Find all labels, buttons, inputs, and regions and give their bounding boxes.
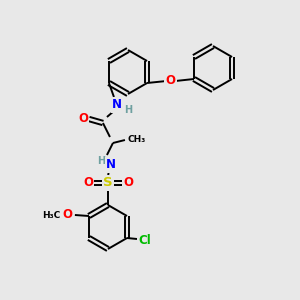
Text: H₃C: H₃C bbox=[42, 211, 60, 220]
Text: N: N bbox=[112, 98, 122, 112]
Text: O: O bbox=[62, 208, 72, 220]
Text: O: O bbox=[78, 112, 88, 125]
Text: S: S bbox=[103, 176, 113, 190]
Text: N: N bbox=[106, 158, 116, 172]
Text: O: O bbox=[123, 176, 133, 190]
Text: H: H bbox=[124, 105, 132, 115]
Text: Cl: Cl bbox=[139, 233, 152, 247]
Text: O: O bbox=[166, 74, 176, 88]
Text: O: O bbox=[83, 176, 93, 190]
Text: H: H bbox=[97, 156, 105, 166]
Text: CH₃: CH₃ bbox=[128, 134, 146, 143]
